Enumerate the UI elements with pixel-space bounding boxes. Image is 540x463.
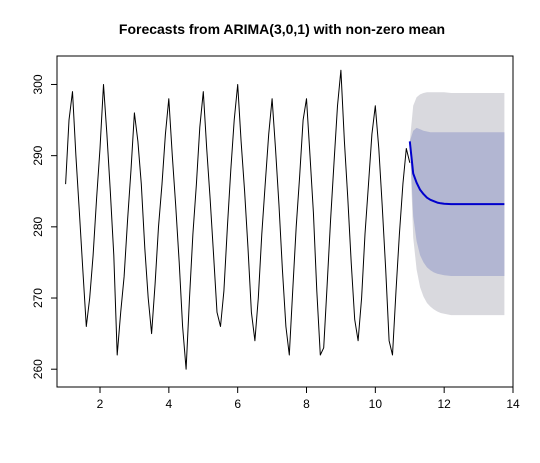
band-80 (409, 127, 505, 277)
x-tick-label: 14 (506, 397, 520, 411)
axes: 2 4 6 8 10 12 14 260 270 280 290 300 (31, 74, 520, 411)
y-tick-label: 300 (31, 74, 45, 94)
y-tick-label: 290 (31, 145, 45, 165)
y-tick-label: 270 (31, 288, 45, 308)
y-tick-label: 280 (31, 217, 45, 237)
x-tick-label: 10 (369, 397, 383, 411)
chart-title: Forecasts from ARIMA(3,0,1) with non-zer… (119, 21, 445, 37)
y-tick-label: 260 (31, 359, 45, 379)
series-line-history (65, 69, 411, 370)
x-tick-label: 2 (97, 397, 104, 411)
x-tick-label: 6 (234, 397, 241, 411)
x-tick-label: 4 (166, 397, 173, 411)
plot-area (65, 69, 505, 370)
x-tick-label: 12 (437, 397, 451, 411)
plot-frame (56, 55, 514, 388)
series-line-forecast (408, 141, 505, 206)
x-tick-label: 8 (303, 397, 310, 411)
